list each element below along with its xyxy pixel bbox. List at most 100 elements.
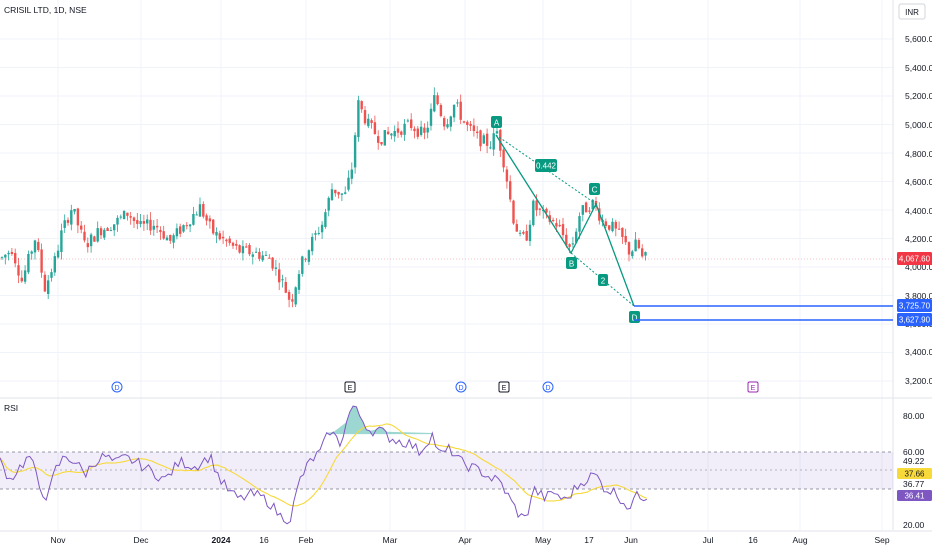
time-tick-label: Mar [383,535,398,545]
rsi-axis-label: 49.22 [903,456,925,466]
candle-body [33,240,37,253]
candle-body [545,208,548,213]
candle-body [591,199,594,210]
candle-body [202,204,205,217]
candle-body [314,233,317,235]
rsi-value-badge [897,490,932,501]
dividend-marker[interactable] [111,381,123,393]
candle-body [215,231,218,236]
price-tick-label: 4,000.00 [905,262,932,272]
pattern-point-a[interactable] [491,116,502,128]
dividend-marker[interactable] [542,381,554,393]
candle-body [561,224,565,236]
pattern-ratio-text-2: 2 [601,277,606,286]
candle-body [588,210,591,212]
candle-body [452,104,456,118]
symbol-title[interactable]: CRISIL LTD, 1D, NSE [4,5,87,15]
candle-body [512,200,515,224]
candle-body [30,251,33,254]
candle-body [122,210,126,219]
rsi-pane[interactable]: RSI 80.00 60.00 49.22 37.66 36.77 36.41 … [0,403,932,530]
candle-body [423,127,426,133]
price-axis[interactable]: 5,600.00 5,400.00 5,200.00 5,000.00 4,80… [905,34,932,386]
rsi-axis-label: 36.77 [903,479,925,489]
candle-body [532,200,535,226]
candle-body [390,133,393,136]
candlestick-series[interactable] [0,87,647,308]
target-2-text: 3,627.90 [899,316,931,325]
candle-body [439,104,443,117]
candle-body [271,257,274,269]
candle-body [558,224,561,227]
candle-body [169,234,172,241]
candle-body [631,251,634,257]
event-markers[interactable]: D E D E D E [111,381,759,393]
candle-body [446,124,449,128]
time-tick-label: Sep [874,535,889,545]
candle-body [251,254,254,257]
candle-body [103,229,106,238]
rsi-axis-label: 20.00 [903,520,925,530]
candle-body [0,257,4,259]
pattern-ratio-badge-2[interactable] [598,274,608,286]
target-2-badge [897,313,932,326]
time-tick-label: May [535,535,552,545]
candle-body [17,265,20,276]
candle-body [489,147,492,149]
currency-box[interactable] [898,3,926,20]
candle-body [248,245,251,255]
candle-body [165,237,169,241]
candle-body [317,232,320,234]
candle-body [311,236,314,252]
candle-body [205,215,208,221]
candle-body [499,129,502,151]
candle-body [324,212,327,228]
candle-body [47,280,50,294]
candle-body [14,253,17,264]
harmonic-pattern[interactable]: A B C D 0.442 2 [491,116,640,323]
candle-body [380,141,383,145]
candle-body [235,243,238,246]
dividend-marker[interactable] [455,381,467,393]
candle-body [479,130,482,147]
candle-body [175,228,179,237]
earnings-marker-upcoming[interactable] [747,381,759,393]
candle-body [231,242,235,246]
candle-body [287,291,291,300]
candle-body [96,228,99,242]
candle-body [575,231,578,243]
candle-body [40,249,43,273]
earnings-marker-label: E [502,385,507,392]
pattern-ratio-badge[interactable] [535,159,557,172]
time-axis[interactable]: Nov Dec 2024 16 Feb Mar Apr May 17 Jun J… [50,535,889,545]
pattern-point-c-label: C [592,186,598,195]
candle-body [238,245,241,253]
candle-body [136,220,139,224]
candle-body [218,233,221,240]
rsi-value-badge-text: 36.41 [904,492,925,501]
pattern-point-b[interactable] [566,257,577,269]
candle-body [297,274,301,290]
candle-body [522,231,525,234]
price-tick-label: 5,200.00 [905,91,932,101]
rsi-axis-label: 60.00 [903,447,925,457]
candle-body [76,208,80,226]
candle-body [245,246,248,248]
time-tick-label: Feb [299,535,314,545]
earnings-marker[interactable] [344,381,356,393]
current-price-text: 4,067.60 [899,255,931,264]
candle-body [152,225,155,230]
candle-body [278,269,281,283]
candle-body [637,240,641,249]
candle-body [337,191,340,195]
candle-body [192,213,195,225]
candle-body [578,216,581,232]
candle-body [416,128,419,137]
earnings-marker-label: E [348,385,353,392]
earnings-marker[interactable] [498,381,510,393]
candle-body [113,224,116,231]
pattern-point-c[interactable] [589,183,600,195]
price-tick-label: 4,400.00 [905,206,932,216]
candle-body [66,219,70,223]
